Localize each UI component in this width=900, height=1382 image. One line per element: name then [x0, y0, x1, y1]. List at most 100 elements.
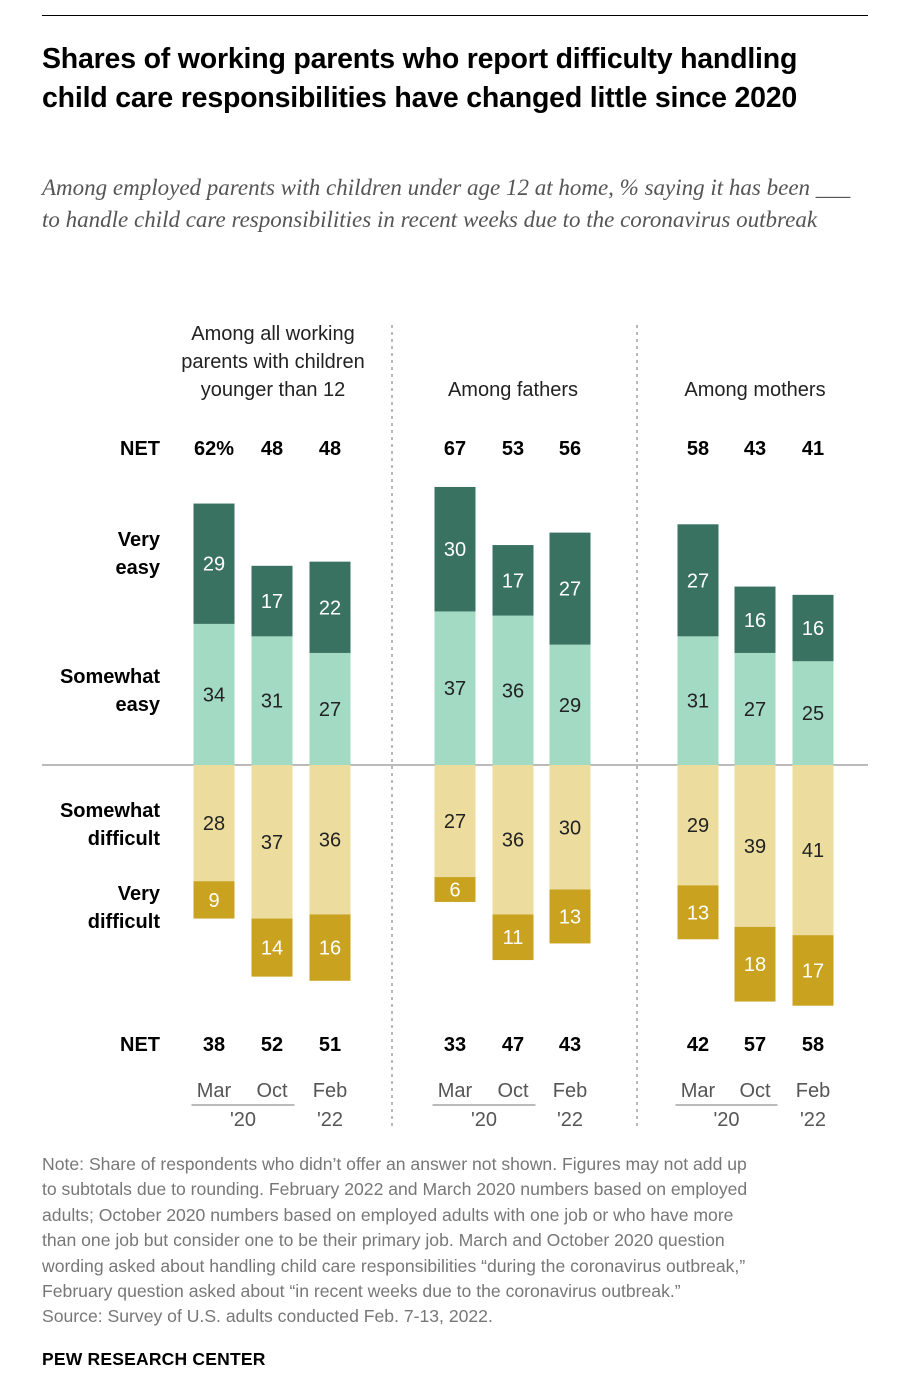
- bar-somewhat-easy: [251, 636, 293, 765]
- bar-somewhat-easy: [434, 611, 476, 765]
- top-rule: [42, 15, 868, 16]
- chart-title: Shares of working parents who report dif…: [42, 43, 798, 114]
- data-label-very-difficult: 16: [319, 938, 341, 960]
- bar-somewhat-difficult: [309, 765, 351, 915]
- x-tick-label-month: Oct: [739, 1080, 771, 1102]
- very-difficult-row-label: difficult: [88, 911, 161, 933]
- bar-very-easy: [677, 524, 719, 637]
- data-label-somewhat-difficult: 36: [502, 830, 524, 852]
- data-label-somewhat-difficult: 30: [559, 817, 581, 839]
- note-line: February question asked about “in recent…: [42, 1281, 681, 1302]
- bar-somewhat-difficult: [549, 765, 591, 890]
- net-difficult-value: 58: [802, 1034, 824, 1056]
- data-label-very-easy: 27: [687, 570, 709, 592]
- net-difficult-value: 51: [319, 1034, 341, 1056]
- data-label-very-easy: 16: [744, 610, 766, 632]
- bar-very-difficult: [677, 885, 719, 940]
- data-label-very-difficult: 13: [559, 906, 581, 928]
- bar-very-easy: [492, 545, 534, 616]
- somewhat-difficult-row-label: Somewhat: [60, 800, 160, 822]
- x-tick-label-year: '20: [713, 1109, 739, 1131]
- net-easy-value: 48: [319, 438, 341, 460]
- data-label-very-difficult: 18: [744, 954, 766, 976]
- x-tick-label-year: '22: [557, 1109, 583, 1131]
- data-label-somewhat-easy: 29: [559, 695, 581, 717]
- data-label-very-difficult: 6: [449, 880, 460, 902]
- net-difficult-value: 42: [687, 1034, 709, 1056]
- bar-very-easy: [549, 532, 591, 645]
- bar-very-easy: [309, 561, 351, 653]
- group-header: Among all working: [191, 323, 354, 345]
- data-label-somewhat-easy: 27: [319, 699, 341, 721]
- net-easy-value: 56: [559, 438, 581, 460]
- x-tick-label-month: Mar: [681, 1080, 716, 1102]
- bar-somewhat-easy: [193, 623, 235, 765]
- group-header: Among fathers: [448, 379, 578, 401]
- source-line: Source: Survey of U.S. adults conducted …: [42, 1306, 493, 1327]
- data-label-somewhat-difficult: 41: [802, 840, 824, 862]
- very-difficult-row-label: Very: [118, 883, 161, 905]
- group-header: younger than 12: [201, 379, 346, 401]
- bar-somewhat-easy: [792, 661, 834, 765]
- x-tick-label-year: '22: [317, 1109, 343, 1131]
- note-line: Note: Share of respondents who didn’t of…: [42, 1154, 747, 1174]
- bar-somewhat-difficult: [193, 765, 235, 882]
- data-label-very-difficult: 11: [503, 927, 524, 949]
- bar-very-difficult: [309, 914, 351, 981]
- bar-very-difficult: [734, 926, 776, 1002]
- net-easy-row-label: NET: [120, 438, 160, 460]
- somewhat-difficult-row-label: difficult: [88, 828, 161, 850]
- bar-very-difficult: [193, 881, 235, 919]
- bar-somewhat-easy: [549, 644, 591, 765]
- data-label-very-difficult: 14: [261, 938, 283, 960]
- bar-very-easy: [193, 503, 235, 624]
- bar-very-easy: [734, 586, 776, 653]
- somewhat-easy-row-label: easy: [116, 694, 161, 716]
- x-tick-label-year: '20: [230, 1109, 256, 1131]
- x-tick-label-month: Feb: [796, 1080, 830, 1102]
- data-label-somewhat-easy: 27: [744, 699, 766, 721]
- data-label-very-difficult: 13: [687, 902, 709, 924]
- net-easy-value: 62%: [194, 438, 234, 460]
- data-label-very-easy: 16: [802, 618, 824, 640]
- chart-subtitle: Among employed parents with children und…: [42, 175, 851, 232]
- net-difficult-value: 38: [203, 1034, 225, 1056]
- bar-somewhat-difficult: [492, 765, 534, 915]
- bar-somewhat-easy: [734, 652, 776, 765]
- x-tick-label-month: Feb: [313, 1080, 347, 1102]
- bar-somewhat-difficult: [677, 765, 719, 886]
- bar-somewhat-difficult: [251, 765, 293, 919]
- bar-very-difficult: [251, 918, 293, 977]
- bar-very-difficult: [792, 935, 834, 1006]
- data-label-somewhat-difficult: 27: [444, 811, 466, 833]
- data-label-somewhat-easy: 31: [687, 691, 709, 713]
- chart-note: Note: Share of respondents who didn’t of…: [42, 1152, 872, 1330]
- note-line: than one job but consider one to be thei…: [42, 1230, 725, 1251]
- group-header: Among mothers: [684, 379, 825, 401]
- bar-very-difficult: [549, 889, 591, 944]
- net-difficult-value: 47: [502, 1034, 524, 1056]
- net-easy-value: 67: [444, 438, 466, 460]
- x-tick-label-month: Feb: [553, 1080, 587, 1102]
- bar-somewhat-difficult: [734, 765, 776, 927]
- bar-very-easy: [434, 486, 476, 612]
- net-easy-value: 41: [802, 438, 824, 460]
- bar-somewhat-difficult: [792, 765, 834, 936]
- data-label-very-easy: 29: [203, 554, 225, 576]
- note-line: wording asked about handling child care …: [42, 1255, 746, 1276]
- data-label-very-difficult: 17: [802, 960, 824, 982]
- footer-credit: PEW RESEARCH CENTER: [42, 1349, 266, 1369]
- bar-very-difficult: [434, 877, 476, 902]
- bar-somewhat-easy: [492, 615, 534, 765]
- note-line: to subtotals due to rounding. February 2…: [42, 1179, 748, 1200]
- x-tick-label-month: Oct: [497, 1080, 529, 1102]
- x-tick-label-year: '20: [471, 1109, 497, 1131]
- bar-very-easy: [792, 594, 834, 662]
- data-label-somewhat-easy: 34: [203, 684, 225, 706]
- net-easy-value: 43: [744, 438, 766, 460]
- data-label-very-easy: 27: [559, 579, 581, 601]
- net-difficult-value: 43: [559, 1034, 581, 1056]
- data-label-very-easy: 17: [261, 591, 283, 613]
- net-easy-value: 58: [687, 438, 709, 460]
